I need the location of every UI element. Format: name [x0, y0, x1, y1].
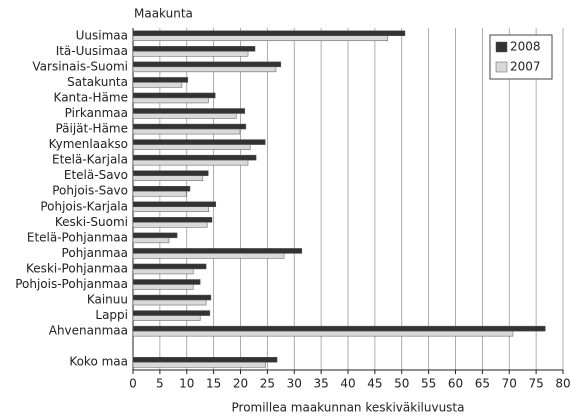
x-tick-label: 20 — [233, 377, 248, 391]
bar — [132, 144, 251, 150]
bar — [132, 361, 267, 368]
bar — [132, 279, 201, 285]
x-tick-label: 50 — [394, 377, 409, 391]
y-tick-label: Pohjanmaa — [62, 246, 128, 260]
y-tick-label: Pohjois-Pohjanmaa — [15, 277, 128, 291]
bar — [132, 175, 204, 181]
x-tick-label: 60 — [448, 377, 463, 391]
y-tick-label: Satakunta — [67, 75, 128, 89]
bar — [132, 170, 209, 176]
x-tick-label: 5 — [156, 377, 164, 391]
x-tick-label: 25 — [260, 377, 275, 391]
legend-swatch — [495, 61, 508, 73]
y-tick-label: Keski-Pohjanmaa — [26, 261, 128, 275]
bar — [132, 201, 217, 208]
x-tick-label: 45 — [367, 377, 382, 391]
bar — [132, 222, 208, 228]
y-tick-label: Ahvenanmaa — [49, 324, 128, 338]
bar — [132, 299, 207, 306]
bar — [132, 61, 282, 68]
y-tick-label: Koko maa — [69, 355, 128, 369]
bar — [132, 206, 210, 213]
bar — [132, 263, 207, 270]
bar — [132, 35, 389, 42]
bar — [132, 113, 237, 119]
bar — [132, 315, 201, 321]
bar — [132, 30, 406, 37]
bar — [132, 310, 211, 316]
bar — [132, 139, 266, 145]
bar — [132, 325, 546, 332]
bar — [132, 356, 278, 363]
y-tick-label: Pohjois-Savo — [52, 184, 128, 198]
bar — [132, 190, 187, 197]
bar — [132, 97, 209, 104]
x-tick-label: 35 — [313, 377, 328, 391]
y-tick-label: Lappi — [95, 308, 128, 322]
bar — [132, 248, 303, 254]
y-tick-label: Itä-Uusimaa — [56, 44, 128, 58]
bar — [132, 268, 194, 275]
y-tick-label: Etelä-Karjala — [52, 153, 128, 167]
y-tick-label: Pirkanmaa — [65, 106, 128, 120]
x-tick-label: 10 — [179, 377, 194, 391]
x-tick-label: 0 — [129, 377, 137, 391]
bar — [132, 237, 170, 244]
bar — [132, 253, 285, 259]
y-axis-label: Maakunta — [134, 7, 193, 21]
y-tick-label: Kanta-Häme — [54, 90, 128, 104]
bar — [132, 154, 257, 161]
y-tick-label: Kymenlaakso — [49, 137, 128, 151]
bar — [132, 284, 194, 290]
y-tick-label: Päijät-Häme — [55, 122, 128, 136]
legend-swatch — [495, 41, 508, 53]
y-tick-label: Pohjois-Karjala — [40, 199, 128, 213]
y-tick-label: Kainuu — [87, 293, 128, 307]
bar — [132, 51, 249, 57]
x-tick-label: 40 — [340, 377, 355, 391]
x-axis-label: Promillea maakunnan keskiväkiluvusta — [232, 401, 465, 415]
x-tick-label: 55 — [421, 377, 436, 391]
bar — [132, 46, 256, 52]
x-tick-label: 80 — [555, 377, 570, 391]
bar — [132, 123, 247, 130]
bar — [132, 232, 178, 239]
bar — [132, 159, 249, 166]
bar — [132, 128, 241, 135]
x-tick-label: 75 — [528, 377, 543, 391]
bar — [132, 217, 213, 223]
bar — [132, 294, 212, 301]
y-tick-label: Etelä-Pohjanmaa — [27, 230, 128, 244]
bar — [132, 82, 183, 88]
x-tick-label: 65 — [475, 377, 490, 391]
y-tick-label: Uusimaa — [76, 28, 128, 42]
legend-label: 2007 — [510, 60, 541, 74]
x-tick-label: 70 — [502, 377, 517, 391]
x-tick-label: 30 — [287, 377, 302, 391]
bar — [132, 330, 514, 337]
bar — [132, 92, 216, 99]
legend-label: 2008 — [510, 40, 541, 54]
y-tick-label: Keski-Suomi — [55, 215, 128, 229]
y-tick-label: Varsinais-Suomi — [32, 59, 128, 73]
y-tick-label: Etelä-Savo — [64, 168, 128, 182]
bar — [132, 108, 246, 114]
bar — [132, 185, 191, 192]
bar — [132, 77, 189, 83]
x-tick-label: 15 — [206, 377, 221, 391]
bar — [132, 66, 277, 73]
